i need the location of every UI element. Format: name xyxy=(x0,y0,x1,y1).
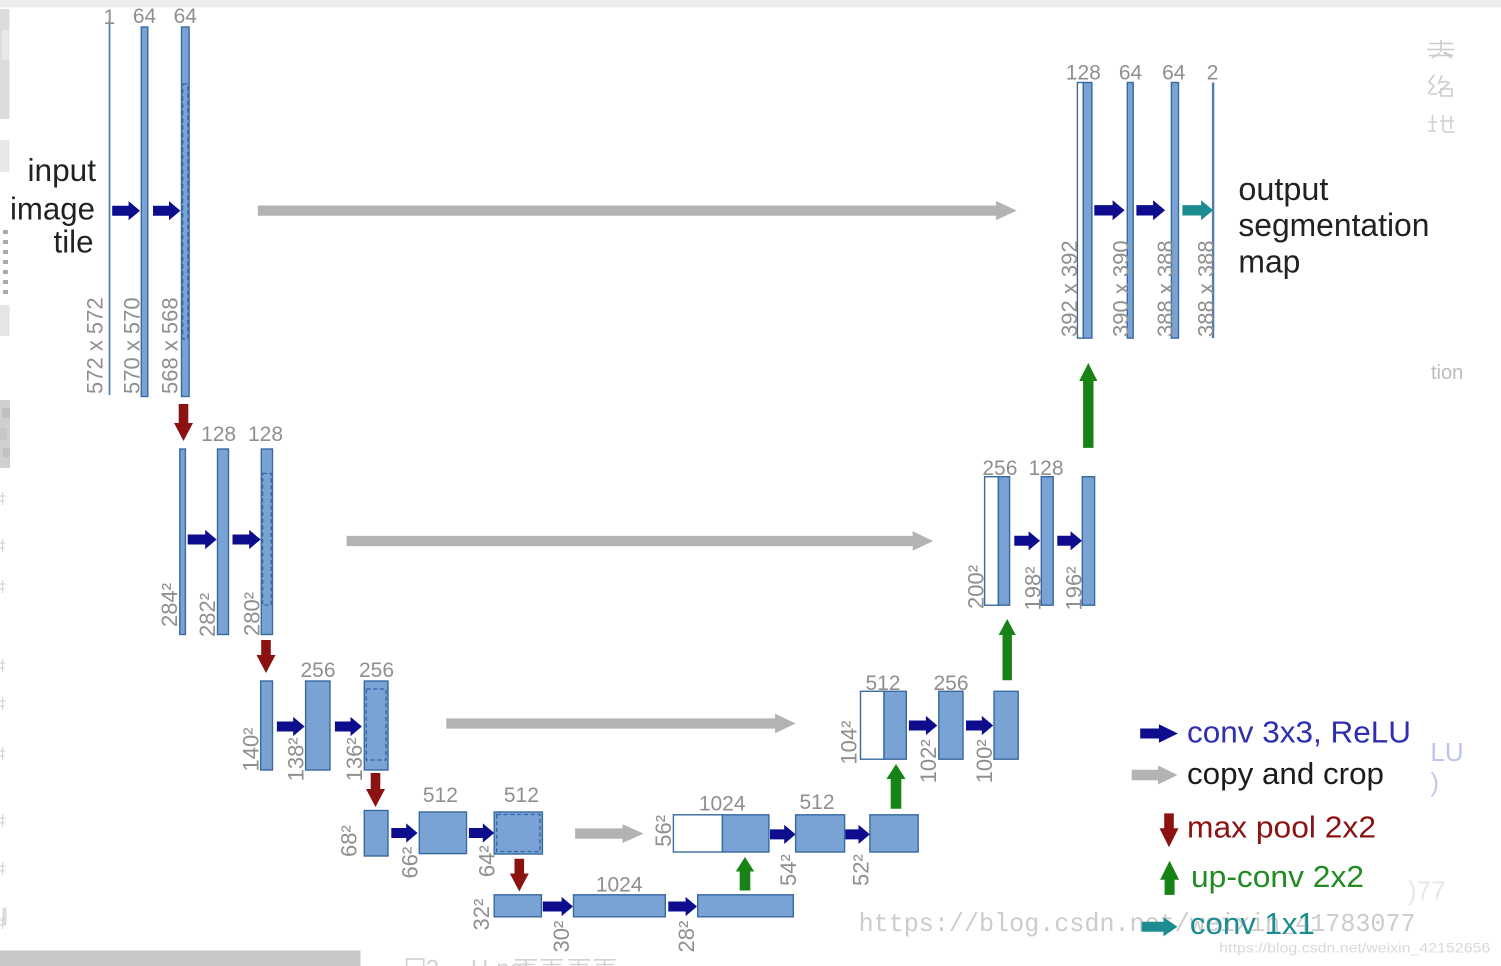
svg-text:https://blog.csdn.net/weixin_4: https://blog.csdn.net/weixin_42152656 xyxy=(1219,941,1490,956)
svg-text:256: 256 xyxy=(300,659,335,682)
svg-text:output: output xyxy=(1238,171,1328,207)
svg-text:tile: tile xyxy=(54,224,94,260)
svg-text:64: 64 xyxy=(133,5,157,28)
svg-text:1024: 1024 xyxy=(596,873,643,896)
svg-text:64: 64 xyxy=(1162,61,1186,84)
svg-text:568 x 568: 568 x 568 xyxy=(157,297,182,394)
svg-text:102²: 102² xyxy=(916,739,941,783)
svg-text:conv 3x3, ReLU: conv 3x3, ReLU xyxy=(1187,715,1411,750)
svg-text:1024: 1024 xyxy=(699,793,746,816)
svg-text:64²: 64² xyxy=(474,845,499,877)
svg-text:128: 128 xyxy=(248,423,283,446)
svg-text:66²: 66² xyxy=(398,847,423,879)
svg-text:copy and crop: copy and crop xyxy=(1187,756,1384,791)
svg-text:512: 512 xyxy=(423,784,458,807)
svg-text:280²: 280² xyxy=(240,592,265,636)
svg-text:1: 1 xyxy=(104,6,116,29)
svg-text:LU: LU xyxy=(1430,737,1463,767)
svg-text:128: 128 xyxy=(1028,457,1063,480)
svg-text:https://blog.csdn.net/weixin_4: https://blog.csdn.net/weixin_41783077 xyxy=(859,909,1416,939)
svg-text:388 x 388: 388 x 388 xyxy=(1153,240,1178,337)
svg-text:256: 256 xyxy=(933,672,968,695)
svg-text:512: 512 xyxy=(504,784,539,807)
svg-text:32²: 32² xyxy=(469,899,494,931)
svg-text:256: 256 xyxy=(359,659,394,682)
svg-text:segmentation: segmentation xyxy=(1238,207,1429,243)
svg-text:392 x 392: 392 x 392 xyxy=(1057,240,1082,337)
svg-text:104²: 104² xyxy=(837,721,862,765)
svg-text:388 x 388: 388 x 388 xyxy=(1194,240,1219,337)
svg-text:570 x 570: 570 x 570 xyxy=(120,297,145,394)
svg-text:512: 512 xyxy=(799,791,834,814)
svg-text:136²: 136² xyxy=(342,737,367,781)
svg-text:28²: 28² xyxy=(674,921,699,953)
svg-text:140²: 140² xyxy=(238,727,263,771)
svg-text:52²: 52² xyxy=(848,854,873,886)
svg-text:map: map xyxy=(1238,243,1300,279)
svg-text:): ) xyxy=(1430,767,1439,797)
svg-text:68²: 68² xyxy=(337,825,362,857)
svg-text:U-net: U-net xyxy=(471,956,530,966)
svg-text:conv 1x1: conv 1x1 xyxy=(1190,906,1315,941)
svg-text:max pool 2x2: max pool 2x2 xyxy=(1187,810,1376,845)
svg-text:tion: tion xyxy=(1431,362,1463,384)
svg-text:64: 64 xyxy=(1119,61,1143,84)
svg-text:200²: 200² xyxy=(964,565,989,609)
svg-text:2: 2 xyxy=(426,956,439,966)
svg-text:284²: 284² xyxy=(157,583,182,627)
svg-text:)77: )77 xyxy=(1408,876,1446,906)
svg-text:up-conv 2x2: up-conv 2x2 xyxy=(1191,859,1364,894)
svg-text:image: image xyxy=(10,191,95,227)
svg-text:128: 128 xyxy=(1066,61,1101,84)
svg-text:2: 2 xyxy=(1207,61,1219,84)
svg-text:256: 256 xyxy=(982,457,1017,480)
svg-text:100²: 100² xyxy=(972,739,997,783)
svg-text:input: input xyxy=(28,152,97,188)
svg-text:138²: 138² xyxy=(284,737,309,781)
svg-text:128: 128 xyxy=(201,423,236,446)
svg-text:512: 512 xyxy=(865,672,900,695)
svg-text:64: 64 xyxy=(174,5,198,28)
svg-text:30²: 30² xyxy=(549,921,574,953)
svg-text:390 x 390: 390 x 390 xyxy=(1108,240,1133,337)
svg-text:54²: 54² xyxy=(776,854,801,886)
svg-text:196²: 196² xyxy=(1062,566,1087,610)
svg-text:198²: 198² xyxy=(1021,566,1046,610)
svg-text:56²: 56² xyxy=(651,815,676,847)
svg-text:282²: 282² xyxy=(195,593,220,637)
svg-text:572 x 572: 572 x 572 xyxy=(83,297,108,394)
